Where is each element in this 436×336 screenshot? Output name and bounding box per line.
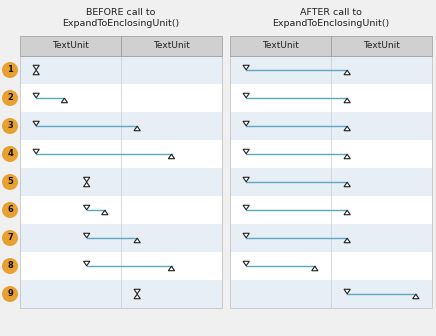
Polygon shape	[344, 182, 350, 187]
Polygon shape	[243, 121, 249, 126]
Bar	[20, 168, 222, 196]
Polygon shape	[84, 205, 90, 210]
Text: TextUnit: TextUnit	[262, 42, 299, 50]
Bar	[20, 112, 222, 140]
Bar	[230, 280, 432, 308]
Bar	[230, 196, 432, 224]
Text: AFTER call to
ExpandToEnclosingUnit(): AFTER call to ExpandToEnclosingUnit()	[272, 8, 390, 28]
Circle shape	[2, 62, 18, 78]
Polygon shape	[134, 238, 140, 243]
Polygon shape	[102, 210, 108, 215]
Text: 5: 5	[7, 177, 13, 186]
Text: BEFORE call to
ExpandToEnclosingUnit(): BEFORE call to ExpandToEnclosingUnit()	[62, 8, 180, 28]
Polygon shape	[312, 266, 318, 271]
Polygon shape	[134, 294, 140, 299]
Bar	[230, 84, 432, 112]
Polygon shape	[344, 126, 350, 131]
Circle shape	[2, 286, 18, 302]
Polygon shape	[344, 238, 350, 243]
Polygon shape	[413, 294, 419, 299]
Bar	[230, 140, 432, 168]
Text: 9: 9	[7, 290, 13, 298]
Polygon shape	[84, 261, 90, 266]
Text: 1: 1	[7, 66, 13, 75]
Circle shape	[2, 174, 18, 190]
Text: 7: 7	[7, 234, 13, 243]
Text: 6: 6	[7, 206, 13, 214]
Polygon shape	[84, 177, 90, 182]
Bar	[20, 196, 222, 224]
Polygon shape	[168, 154, 175, 159]
Bar	[230, 252, 432, 280]
Bar	[20, 56, 222, 84]
Bar	[20, 224, 222, 252]
Polygon shape	[243, 233, 249, 238]
Bar	[20, 36, 121, 56]
Bar	[20, 140, 222, 168]
Circle shape	[2, 258, 18, 274]
Polygon shape	[84, 233, 90, 238]
Polygon shape	[243, 65, 249, 70]
Bar	[121, 36, 222, 56]
Circle shape	[2, 230, 18, 246]
Circle shape	[2, 90, 18, 106]
Circle shape	[2, 118, 18, 134]
Bar	[230, 56, 432, 84]
Polygon shape	[33, 70, 39, 75]
Polygon shape	[33, 93, 39, 98]
Text: TextUnit: TextUnit	[153, 42, 190, 50]
Polygon shape	[344, 98, 350, 103]
Bar	[230, 112, 432, 140]
Polygon shape	[243, 177, 249, 182]
Circle shape	[2, 202, 18, 218]
Text: 3: 3	[7, 122, 13, 130]
Circle shape	[2, 146, 18, 162]
Polygon shape	[344, 289, 350, 294]
Text: TextUnit: TextUnit	[363, 42, 400, 50]
Polygon shape	[61, 98, 68, 103]
Polygon shape	[243, 205, 249, 210]
Text: 2: 2	[7, 93, 13, 102]
Polygon shape	[344, 210, 350, 215]
Bar	[20, 56, 222, 308]
Text: 4: 4	[7, 150, 13, 159]
Polygon shape	[243, 149, 249, 154]
Text: TextUnit: TextUnit	[52, 42, 89, 50]
Bar	[20, 84, 222, 112]
Polygon shape	[134, 289, 140, 294]
Bar	[331, 36, 432, 56]
Bar	[20, 280, 222, 308]
Polygon shape	[33, 121, 39, 126]
Polygon shape	[168, 266, 175, 271]
Polygon shape	[33, 65, 39, 70]
Bar	[230, 56, 432, 308]
Bar	[230, 36, 331, 56]
Bar	[230, 224, 432, 252]
Polygon shape	[243, 93, 249, 98]
Polygon shape	[344, 154, 350, 159]
Bar	[230, 168, 432, 196]
Polygon shape	[243, 261, 249, 266]
Bar	[20, 252, 222, 280]
Polygon shape	[33, 149, 39, 154]
Polygon shape	[344, 70, 350, 75]
Polygon shape	[134, 126, 140, 131]
Text: 8: 8	[7, 261, 13, 270]
Polygon shape	[84, 182, 90, 187]
